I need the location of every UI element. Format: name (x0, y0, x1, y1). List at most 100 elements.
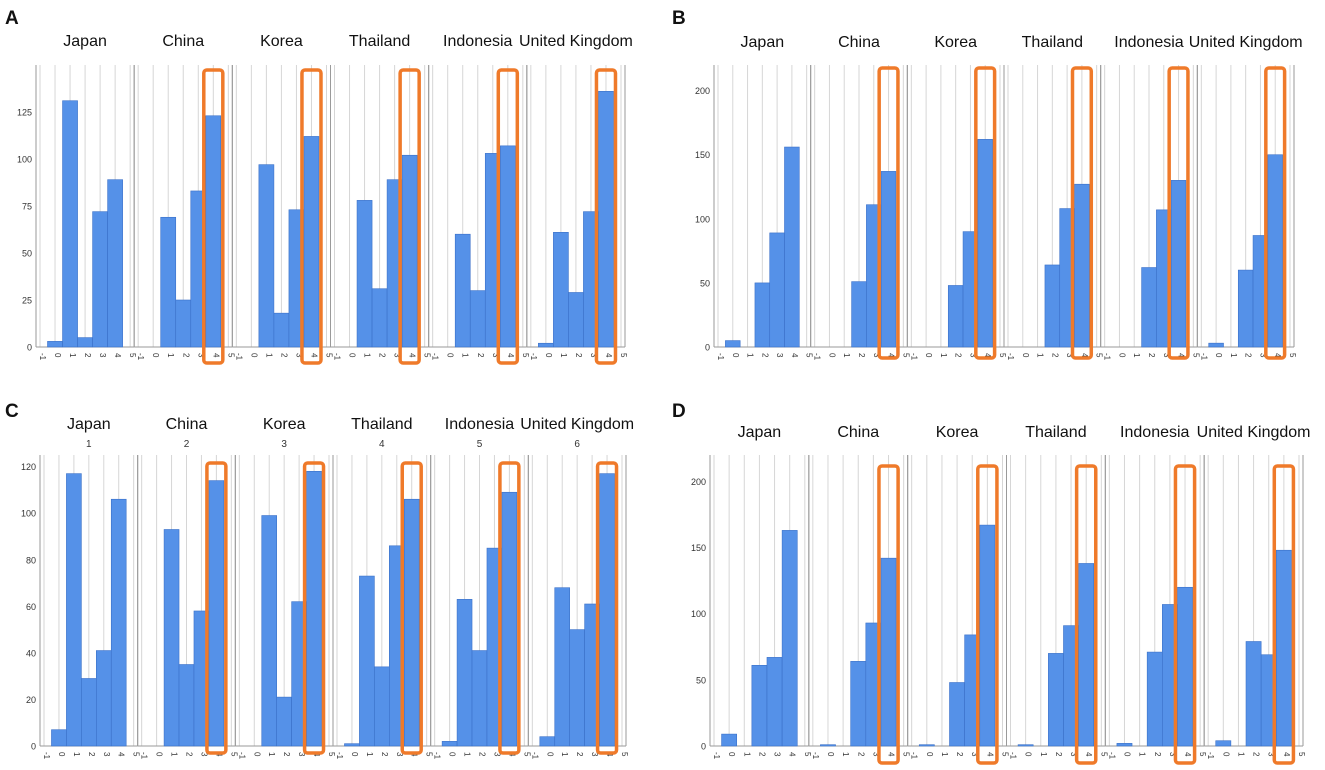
bar (66, 473, 82, 747)
highlight-box (877, 66, 900, 360)
x-tick-label: 1 (72, 752, 81, 757)
x-tick-label: 3 (98, 353, 107, 358)
bar (371, 288, 388, 348)
x-tick-label: 5 (998, 353, 1007, 358)
x-tick-label: -1 (813, 353, 822, 361)
facet-number: 1 (86, 439, 92, 450)
facet-title: China (162, 33, 204, 50)
x-tick-label: 4 (983, 353, 992, 358)
x-tick-label: 2 (954, 353, 963, 358)
x-tick-label: 2 (757, 752, 766, 757)
bar (501, 491, 518, 747)
bar (539, 736, 556, 747)
y-tick-label: 25 (22, 296, 32, 306)
x-tick-label: 5 (423, 353, 432, 358)
x-tick-label: 5 (1001, 752, 1010, 757)
x-tick-label: 5 (132, 752, 141, 757)
x-tick-label: 4 (408, 353, 417, 358)
y-tick-label: 75 (22, 202, 32, 212)
y-tick-label: 20 (26, 695, 36, 705)
x-tick-label: 4 (788, 752, 797, 757)
x-tick-label: 3 (1267, 752, 1276, 757)
x-tick-label: 1 (842, 353, 851, 358)
bar (163, 529, 180, 747)
x-tick-label: 1 (742, 752, 751, 757)
bar (880, 557, 897, 747)
x-tick-label: 3 (589, 353, 598, 358)
bar (1078, 563, 1095, 747)
x-tick-label: 5 (229, 752, 238, 757)
bar (1275, 549, 1292, 747)
x-tick-label: 1 (463, 752, 472, 757)
x-tick-label: 4 (506, 353, 515, 358)
bar (754, 282, 771, 348)
x-tick-label: 0 (727, 752, 736, 757)
x-tick-label: 0 (1221, 752, 1230, 757)
y-tick-label: 80 (26, 555, 36, 565)
x-tick-label: 3 (590, 752, 599, 757)
bar (820, 744, 836, 747)
x-tick-label: 5 (619, 353, 628, 358)
bar (454, 233, 471, 348)
x-tick-label: 1 (746, 353, 755, 358)
panel-label: D (672, 401, 686, 422)
bar (403, 498, 420, 747)
x-tick-label: -1 (1009, 752, 1018, 760)
bar (499, 145, 516, 348)
facet-japan: -1 0 1 2 3 4 5 Japan 1 (39, 416, 141, 760)
x-tick-label: 5 (521, 353, 530, 358)
bar (725, 340, 741, 348)
x-tick-label: 3 (102, 752, 111, 757)
x-tick-label: 5 (325, 353, 334, 358)
bar (1048, 653, 1064, 747)
x-tick-label: 5 (902, 752, 911, 757)
x-tick-label: 3 (492, 752, 501, 757)
facet-title: Korea (263, 416, 306, 433)
x-tick-label: 5 (805, 353, 814, 358)
x-tick-label: 1 (1132, 353, 1141, 358)
highlight-box (205, 461, 228, 755)
bar (1208, 342, 1224, 348)
x-tick-label: 1 (365, 752, 374, 757)
bar (441, 741, 458, 747)
facet-title: Indonesia (1120, 424, 1189, 441)
y-tick-label: 40 (26, 648, 36, 658)
x-tick-label: 0 (731, 353, 740, 358)
x-tick-label: 1 (68, 353, 77, 358)
x-tick-label: -1 (136, 353, 145, 361)
y-tick-label: 0 (701, 742, 706, 752)
facet-title: Japan (741, 34, 785, 51)
bar (51, 729, 67, 747)
bar (258, 164, 275, 348)
x-tick-label: 4 (211, 353, 220, 358)
x-tick-label: 3 (775, 353, 784, 358)
x-tick-label: 0 (826, 752, 835, 757)
facet-number: 3 (281, 439, 287, 450)
x-tick-label: 0 (448, 752, 457, 757)
x-tick-label: -1 (910, 752, 919, 760)
highlight-box (877, 464, 900, 765)
panel-label: C (5, 401, 19, 422)
highlight-box (595, 461, 619, 755)
x-tick-label: 5 (620, 752, 629, 757)
x-tick-label: 1 (940, 752, 949, 757)
x-tick-label: -1 (1006, 353, 1015, 361)
bar (1170, 180, 1187, 348)
x-tick-label: 2 (87, 752, 96, 757)
panel-label: B (672, 8, 686, 29)
bar (1177, 586, 1193, 747)
bar (92, 211, 108, 348)
